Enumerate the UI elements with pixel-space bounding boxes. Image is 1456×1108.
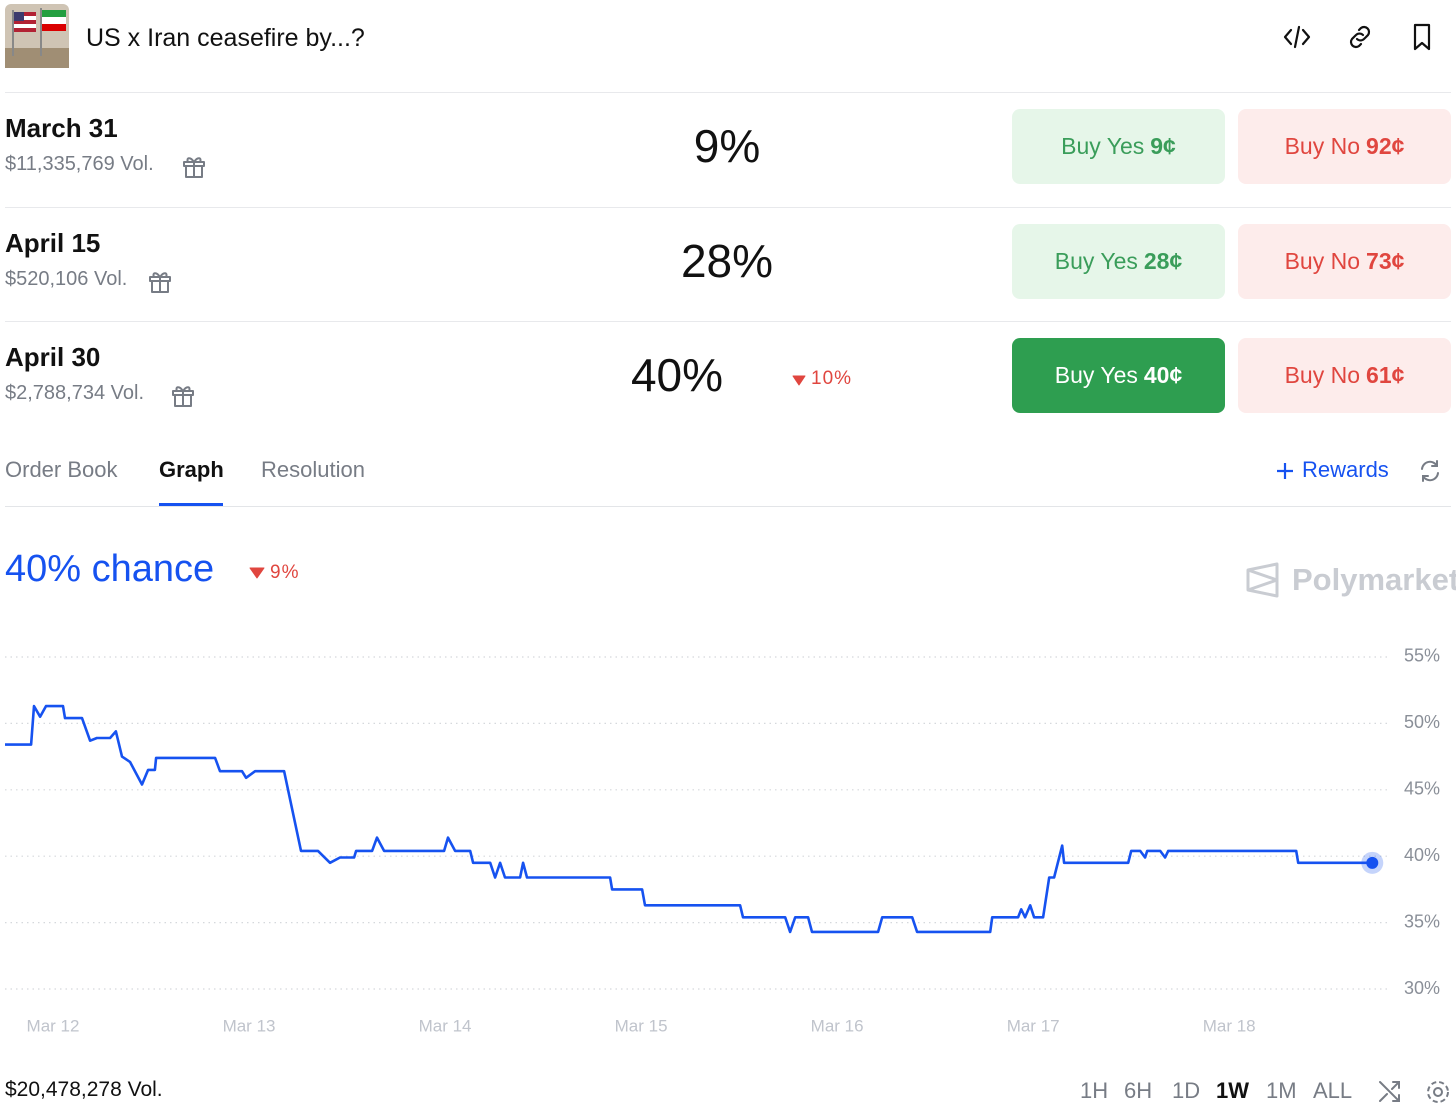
bookmark-icon[interactable] — [1408, 22, 1438, 52]
x-tick-label: Mar 17 — [1007, 1016, 1060, 1035]
market-row: April 15 $520,106 Vol. 28% Buy Yes 28¢ Buy No… — [5, 206, 1451, 322]
buy-no-button[interactable]: Buy No 92¢ — [1238, 109, 1451, 184]
market-chance: 40% — [630, 349, 724, 401]
market-date: April 30 — [5, 342, 101, 372]
market-date: April 15 — [5, 227, 101, 258]
gift — [181, 153, 207, 184]
down-triangle-icon — [792, 375, 806, 386]
tab[interactable]: Order Book — [5, 457, 118, 482]
buy-no-label: Buy No — [1284, 133, 1361, 159]
x-tick-label: Mar 15 — [615, 1016, 668, 1035]
y-tick-label: 35% — [1404, 911, 1440, 931]
settings-icon[interactable] — [1424, 1078, 1452, 1106]
y-tick-label: 45% — [1404, 779, 1440, 799]
range-option[interactable]: 1M — [1266, 1078, 1297, 1103]
embed-icon[interactable] — [1282, 22, 1312, 52]
x-tick-label: Mar 18 — [1203, 1016, 1256, 1035]
tab-divider — [5, 506, 1451, 507]
market-volume: $520,106 Vol. — [5, 267, 128, 290]
price-line — [5, 704, 1373, 934]
link-icon[interactable] — [1345, 22, 1375, 52]
y-tick-label: 55% — [1404, 646, 1440, 666]
gift — [170, 382, 196, 413]
yes-price: 28¢ — [1143, 247, 1183, 274]
buy-yes-label: Buy Yes — [1054, 362, 1138, 388]
buy-yes-label: Buy Yes — [1061, 133, 1145, 159]
range-option[interactable]: ALL — [1313, 1078, 1353, 1103]
buy-yes-button[interactable]: Buy Yes 9¢ — [1012, 109, 1225, 184]
x-tick-label: Mar 13 — [223, 1016, 276, 1035]
refresh-icon[interactable] — [1417, 458, 1443, 484]
market-date: March 31 — [5, 113, 118, 143]
range-option[interactable]: 1W — [1216, 1078, 1249, 1103]
buy-no-button[interactable]: Buy No 61¢ — [1238, 338, 1451, 413]
down-triangle — [792, 373, 806, 391]
tab[interactable]: Graph — [159, 457, 224, 482]
market-row: April 30 $2,788,734 Vol. 40% 10% Buy Yes 40¢ B… — [5, 321, 1451, 436]
chart: 30% 35% 40% 45% 50% 55% Mar 12 Mar 13 Mar 14 Mar … — [5, 646, 1440, 1035]
range-option[interactable]: 1H — [1080, 1078, 1109, 1103]
tab-underline — [159, 503, 223, 506]
buy-no-label: Buy No — [1284, 362, 1361, 388]
y-tick-label: 30% — [1404, 978, 1440, 998]
gift-icon — [183, 157, 205, 178]
market-row: March 31 $11,335,769 Vol. 9% Buy Yes 9¢ Buy N… — [5, 92, 1451, 207]
buy-yes-button[interactable]: Buy Yes 28¢ — [1012, 223, 1225, 299]
no-price: 61¢ — [1366, 362, 1405, 388]
buy-no-label: Buy No — [1284, 247, 1361, 274]
gift — [147, 268, 173, 299]
market-chance: 9% — [693, 120, 761, 172]
market-title: US x Iran ceasefire by...? — [86, 24, 365, 52]
market-volume: $11,335,769 Vol. — [5, 153, 154, 175]
yes-price: 40¢ — [1143, 362, 1183, 388]
end-point — [1366, 856, 1379, 869]
compare-icon[interactable] — [1377, 1078, 1403, 1104]
market-chance: 28% — [680, 234, 774, 287]
market-thumbnail — [5, 4, 69, 68]
range-option[interactable]: 6H — [1124, 1078, 1153, 1103]
gift-icon — [172, 386, 194, 407]
range-option[interactable]: 1D — [1172, 1078, 1201, 1103]
down-triangle — [249, 567, 265, 579]
yes-price: 9¢ — [1150, 133, 1176, 159]
market-change: 10% — [811, 368, 853, 389]
x-tick-label: Mar 14 — [419, 1016, 472, 1035]
total-volume: $20,478,278 Vol. — [5, 1078, 163, 1101]
chart-change: 9% — [270, 562, 300, 583]
x-tick-label: Mar 16 — [811, 1016, 864, 1035]
x-tick-label: Mar 12 — [27, 1016, 80, 1035]
market-volume: $2,788,734 Vol. — [5, 382, 145, 404]
no-price: 73¢ — [1366, 247, 1405, 274]
plus-icon — [1277, 463, 1293, 479]
watermark: Polymarket — [1292, 562, 1456, 597]
tab[interactable]: Resolution — [261, 457, 365, 482]
gift-icon — [149, 271, 171, 293]
y-tick-label: 50% — [1404, 712, 1440, 732]
rewards-link[interactable]: Rewards — [1302, 457, 1389, 482]
y-tick-label: 40% — [1404, 845, 1440, 865]
buy-yes-label: Buy Yes — [1054, 247, 1138, 274]
buy-yes-button[interactable]: Buy Yes 40¢ — [1012, 338, 1225, 413]
chart-title: 40% chance — [5, 548, 215, 590]
buy-no-button[interactable]: Buy No 73¢ — [1238, 223, 1451, 299]
polymarket-logo — [1246, 562, 1279, 598]
no-price: 92¢ — [1366, 133, 1405, 159]
